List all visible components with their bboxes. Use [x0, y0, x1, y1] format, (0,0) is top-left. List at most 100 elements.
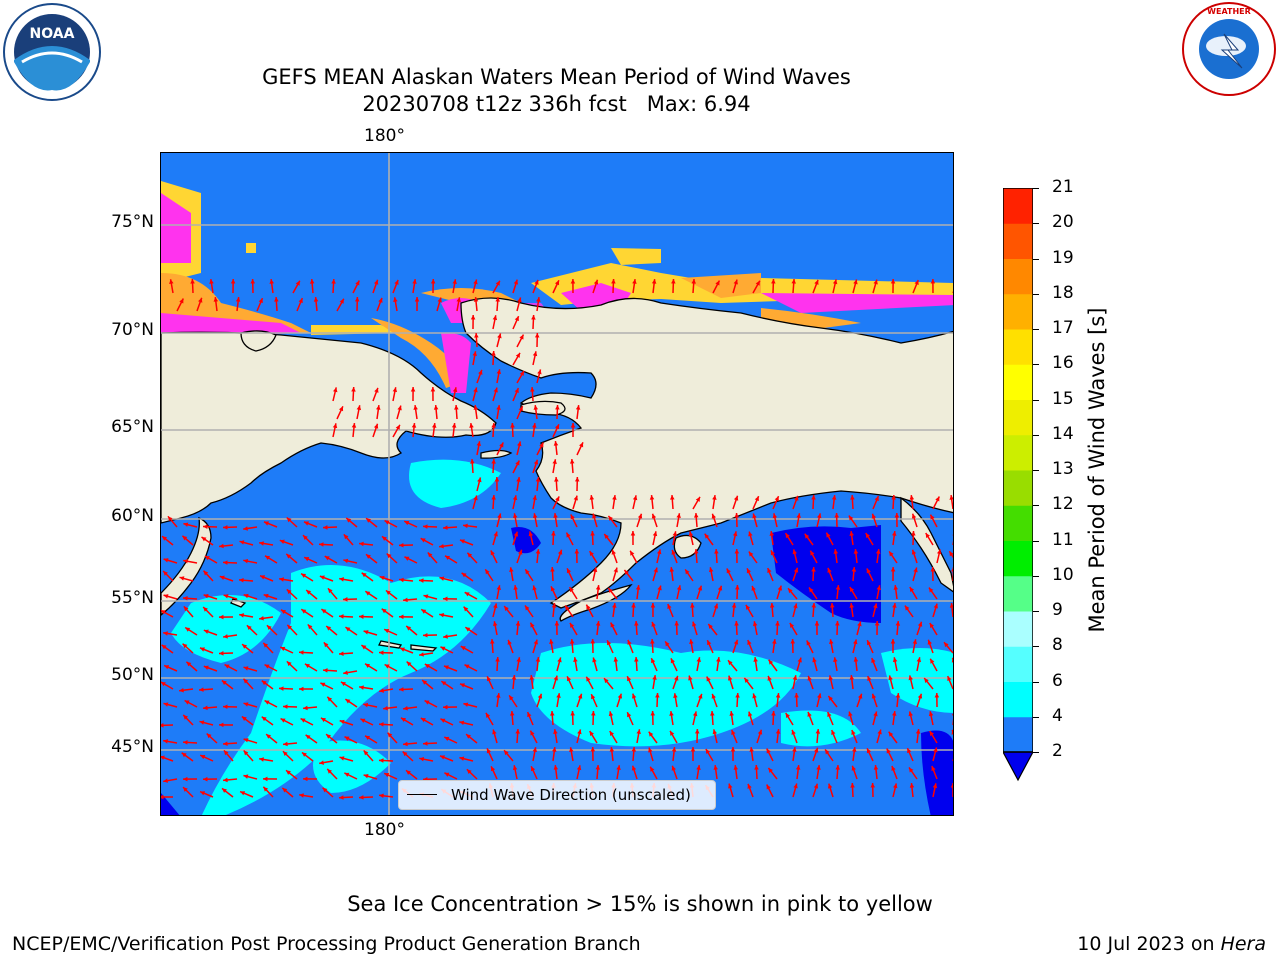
- wave-direction-arrowhead: [550, 586, 556, 592]
- wave-direction-arrowhead: [825, 749, 830, 755]
- wave-direction-arrowhead: [246, 625, 252, 631]
- wave-direction-arrowhead: [817, 513, 822, 519]
- wave-direction-arrowhead: [304, 663, 310, 669]
- wave-direction-arrowhead: [339, 719, 345, 725]
- lat-label-65: 65°N: [111, 417, 154, 437]
- wave-direction-arrowhead: [509, 711, 515, 716]
- wave-direction-arrowhead: [592, 567, 598, 573]
- wave-direction-arrowhead: [873, 711, 878, 717]
- wave-direction-arrowhead: [440, 718, 446, 723]
- wave-direction-arrowhead: [574, 549, 580, 554]
- wave-direction-arrowhead: [161, 610, 166, 615]
- wave-direction-arrowhead: [431, 423, 437, 428]
- wave-direction-arrowhead: [282, 751, 288, 756]
- lat-label-55: 55°N: [111, 588, 154, 608]
- wave-direction-arrowhead: [698, 693, 703, 699]
- wave-direction-arrowhead: [439, 576, 445, 581]
- wave-direction-arrowhead: [313, 297, 319, 302]
- wave-direction-arrowhead: [473, 279, 478, 285]
- wave-direction-arrowhead: [858, 693, 863, 699]
- wave-direction-arrowhead: [381, 608, 387, 614]
- wave-direction-arrowhead: [835, 621, 840, 626]
- wave-direction-arrowhead: [513, 513, 518, 519]
- wave-direction-arrowhead: [933, 747, 938, 753]
- wave-direction-arrowhead: [439, 543, 444, 549]
- lat-label-45: 45°N: [111, 737, 154, 757]
- wave-direction-arrowhead: [612, 495, 617, 500]
- wave-direction-arrowhead: [259, 757, 264, 762]
- wave-direction-arrowhead: [631, 603, 636, 608]
- wave-direction-arrowhead: [463, 523, 468, 529]
- wave-direction-arrowhead: [464, 664, 470, 669]
- wave-direction-arrowhead: [604, 678, 609, 684]
- wave-direction-arrowhead: [513, 531, 519, 537]
- wave-direction-arrowhead: [866, 748, 872, 754]
- wave-direction-arrowhead: [351, 387, 356, 392]
- wave-direction-arrowhead: [213, 297, 219, 302]
- wave-direction-arrowhead: [653, 567, 658, 573]
- wave-direction-arrowhead: [430, 387, 436, 392]
- wave-direction-arrowhead: [301, 752, 307, 757]
- wave-direction-arrowhead: [459, 756, 465, 761]
- colorbar-label: Mean Period of Wind Waves [s]: [1085, 307, 1109, 633]
- wave-direction-arrowhead: [183, 596, 188, 601]
- wave-direction-arrowhead: [161, 755, 165, 760]
- wave-direction-arrowhead: [183, 740, 188, 745]
- wave-direction-arrowhead: [230, 279, 236, 284]
- wave-direction-arrowhead: [876, 585, 882, 591]
- wave-direction-arrowhead: [397, 405, 402, 411]
- wave-direction-arrowhead: [493, 603, 498, 609]
- wave-direction-arrowhead: [849, 531, 854, 536]
- wave-direction-arrowhead: [203, 705, 208, 711]
- wave-direction-arrowhead: [674, 621, 679, 626]
- wave-direction-arrowhead: [322, 787, 328, 793]
- wave-direction-arrowhead: [569, 459, 575, 464]
- wave-direction-arrowhead: [223, 704, 228, 710]
- wave-direction-arrowhead: [356, 405, 362, 411]
- wave-direction-arrowhead: [164, 665, 170, 670]
- wave-direction-arrowhead: [282, 787, 288, 793]
- wave-direction-arrowhead: [321, 609, 327, 614]
- wave-direction-arrowhead: [631, 693, 637, 699]
- wave-direction-arrowhead: [470, 459, 475, 464]
- wave-direction-arrowhead: [951, 657, 953, 663]
- wave-direction-arrowhead: [928, 587, 934, 593]
- wave-direction-arrowhead: [713, 603, 719, 609]
- wave-direction-arrowhead: [685, 569, 690, 575]
- wave-direction-arrowhead: [379, 688, 384, 693]
- wave-direction-arrowhead: [834, 513, 839, 518]
- wave-direction-arrowhead: [848, 711, 853, 717]
- wave-direction-arrowhead: [366, 554, 371, 559]
- wave-direction-arrowhead: [704, 533, 710, 539]
- wave-direction-arrowhead: [535, 657, 541, 662]
- wave-direction-arrowhead: [590, 531, 595, 536]
- colorbar-cell: [1003, 505, 1033, 541]
- wave-direction-arrowhead: [339, 614, 344, 619]
- wave-direction-arrowhead: [951, 713, 953, 716]
- wave-direction-arrowhead: [183, 522, 189, 527]
- wave-direction-arrowhead: [609, 747, 615, 752]
- wave-direction-arrowhead: [439, 612, 445, 618]
- wave-direction-arrowhead: [264, 664, 270, 669]
- wave-direction-arrowhead: [533, 639, 538, 645]
- wave-direction-arrowhead: [525, 605, 530, 611]
- colorbar-tick-label: 18: [1052, 282, 1074, 303]
- wave-direction-arrowhead: [530, 622, 535, 628]
- wave-direction-arrowhead: [853, 657, 859, 662]
- wave-direction-arrowhead: [692, 621, 697, 627]
- wave-direction-arrowhead: [204, 556, 210, 561]
- colorbar-cell: [1003, 399, 1033, 436]
- wave-direction-arrowhead: [766, 748, 771, 754]
- wave-direction-arrowhead: [551, 531, 556, 536]
- wave-direction-arrowhead: [935, 496, 940, 502]
- wave-direction-arrowhead: [399, 647, 405, 652]
- wave-direction-arrowhead: [219, 722, 224, 728]
- wave-direction-arrowhead: [286, 517, 292, 523]
- wave-direction-arrowhead: [515, 621, 521, 626]
- wave-direction-arrowhead: [287, 624, 293, 630]
- map-legend: Wind Wave Direction (unscaled): [398, 780, 716, 810]
- wave-direction-arrowhead: [504, 606, 509, 611]
- wave-direction-arrowhead: [515, 460, 520, 466]
- wave-direction-arrowhead: [532, 351, 538, 357]
- wave-direction-arrowhead: [627, 676, 632, 682]
